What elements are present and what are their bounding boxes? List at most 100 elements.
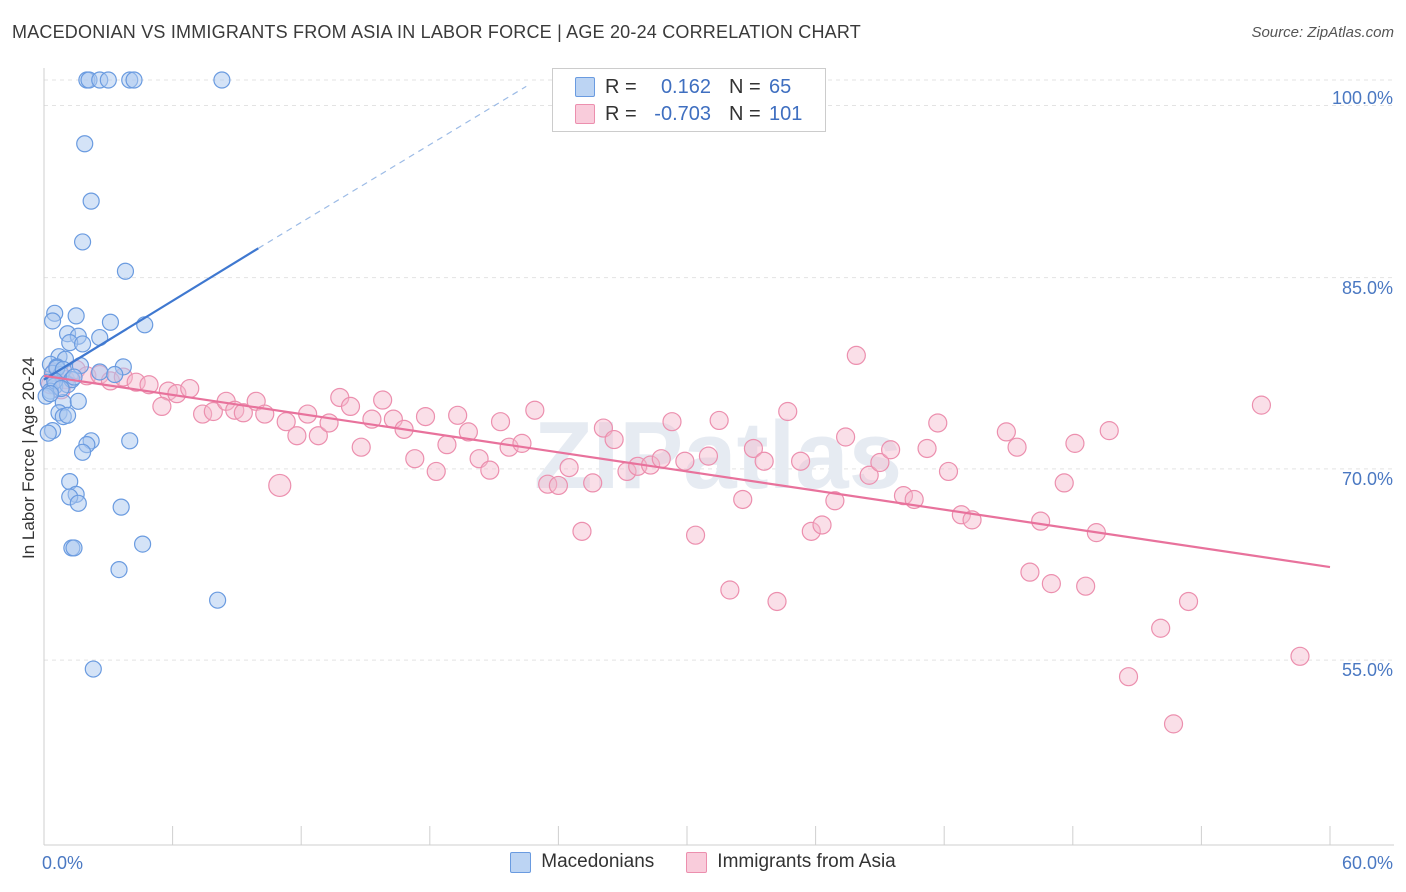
legend-row-macedonians: R = 0.162 N = 65 [575, 74, 809, 100]
data-point-immigrants-from-asia [1020, 562, 1040, 582]
data-point-immigrants-from-asia [203, 401, 223, 422]
data-point-immigrants-from-asia [720, 580, 740, 600]
data-point-immigrants-from-asia [996, 422, 1016, 442]
y-tick-label: 55.0% [1342, 660, 1393, 680]
y-axis-label: In Labor Force | Age 20-24 [19, 357, 38, 559]
data-point-immigrants-from-asia [651, 449, 671, 469]
data-point-immigrants-from-asia [698, 446, 719, 466]
legend-n-label: N = [729, 102, 761, 125]
legend-n-value: 101 [769, 102, 803, 125]
data-point-macedonians [101, 313, 120, 331]
data-point-macedonians [125, 71, 143, 89]
data-point-immigrants-from-asia [1251, 395, 1272, 415]
data-point-macedonians [67, 307, 85, 325]
legend-n-label: N = [729, 75, 761, 98]
legend-r-label: R = [605, 102, 637, 125]
data-point-immigrants-from-asia [572, 521, 592, 541]
data-point-immigrants-from-asia [733, 489, 753, 510]
data-point-immigrants-from-asia [139, 375, 159, 395]
data-point-immigrants-from-asia [405, 449, 425, 469]
source-label: Source: ZipAtlas.com [1251, 24, 1394, 41]
data-point-macedonians [73, 443, 92, 461]
tick-labels: 55.0% 70.0% 85.0% 100.0% 0.0% 60.0% [42, 88, 1393, 873]
y-tick-label: 85.0% [1342, 278, 1393, 298]
x-tick-label: 60.0% [1342, 853, 1393, 873]
legend-n-value: 65 [769, 75, 792, 98]
data-point-immigrants-from-asia [825, 491, 845, 511]
data-point-immigrants-from-asia [938, 461, 959, 482]
data-point-immigrants-from-asia [928, 413, 948, 433]
data-point-immigrants-from-asia [233, 403, 253, 423]
data-point-immigrants-from-asia [675, 451, 695, 471]
data-point-immigrants-from-asia [308, 426, 328, 446]
data-point-immigrants-from-asia [801, 521, 821, 541]
data-point-immigrants-from-asia [340, 396, 361, 416]
legend-r-label: R = [605, 75, 637, 98]
data-point-macedonians [110, 560, 128, 579]
data-point-macedonians [43, 312, 62, 330]
data-point-immigrants-from-asia [1163, 714, 1184, 734]
data-point-immigrants-from-asia [152, 396, 172, 416]
data-point-immigrants-from-asia [458, 422, 478, 442]
data-point-immigrants-from-asia [870, 452, 890, 473]
data-point-immigrants-from-asia [859, 465, 879, 485]
data-point-macedonians [112, 498, 130, 516]
data-point-immigrants-from-asia [1007, 437, 1027, 457]
data-point-immigrants-from-asia [180, 378, 200, 399]
data-point-immigrants-from-asia [1076, 576, 1096, 596]
data-point-immigrants-from-asia [559, 458, 579, 478]
legend-label-immigrants-from-asia: Immigrants from Asia [717, 851, 896, 872]
data-point-immigrants-from-asia [881, 440, 901, 460]
legend-row-immigrants-from-asia: R = -0.703 N = 101 [575, 101, 809, 127]
trend-extension-macedonians [258, 85, 527, 249]
legend-r-value: -0.703 [654, 102, 711, 125]
legend-item-immigrants-from-asia: Immigrants from Asia [686, 851, 896, 873]
series-macedonians [37, 71, 231, 678]
series-legend: Macedonians Immigrants from Asia [0, 851, 1406, 873]
legend-swatch-pink [686, 851, 708, 873]
data-point-macedonians [136, 316, 154, 334]
data-point-immigrants-from-asia [951, 505, 971, 525]
correlation-legend: R = 0.162 N = 65 R = -0.703 N = 101 [552, 68, 826, 132]
data-point-macedonians [73, 233, 92, 251]
data-point-immigrants-from-asia [1290, 646, 1310, 666]
data-point-macedonians [84, 660, 102, 678]
data-point-immigrants-from-asia [754, 451, 774, 471]
data-point-macedonians [106, 365, 124, 384]
data-point-macedonians [99, 71, 117, 89]
data-point-macedonians [209, 591, 227, 609]
y-tick-label: 70.0% [1342, 469, 1393, 489]
data-point-immigrants-from-asia [426, 461, 446, 482]
data-point-immigrants-from-asia [268, 473, 292, 498]
data-point-macedonians [69, 494, 87, 512]
axes [43, 68, 1394, 846]
data-point-macedonians [133, 535, 152, 553]
data-point-immigrants-from-asia [373, 390, 393, 410]
legend-swatch-blue [510, 851, 532, 873]
data-point-macedonians [82, 192, 100, 210]
data-point-macedonians [65, 368, 83, 386]
trend-line-macedonians [43, 247, 259, 381]
data-point-immigrants-from-asia [662, 412, 682, 432]
data-point-immigrants-from-asia [1041, 574, 1061, 594]
data-point-immigrants-from-asia [1031, 511, 1051, 531]
data-point-immigrants-from-asia [1118, 667, 1139, 687]
data-point-immigrants-from-asia [512, 433, 532, 453]
data-point-macedonians [213, 71, 231, 89]
y-tick-label: 100.0% [1332, 88, 1393, 108]
data-point-immigrants-from-asia [812, 515, 832, 535]
data-point-macedonians [65, 539, 83, 557]
data-point-immigrants-from-asia [917, 438, 937, 459]
data-point-immigrants-from-asia [490, 412, 511, 432]
legend-r-value: 0.162 [660, 75, 711, 98]
data-point-immigrants-from-asia [1054, 473, 1074, 493]
data-point-macedonians [69, 392, 87, 410]
data-point-immigrants-from-asia [1099, 421, 1119, 441]
legend-swatch-pink [575, 104, 595, 124]
data-point-immigrants-from-asia [767, 591, 787, 612]
data-point-immigrants-from-asia [685, 525, 706, 545]
data-point-immigrants-from-asia [1065, 433, 1085, 453]
data-point-immigrants-from-asia [1178, 591, 1199, 612]
data-point-immigrants-from-asia [480, 460, 500, 480]
